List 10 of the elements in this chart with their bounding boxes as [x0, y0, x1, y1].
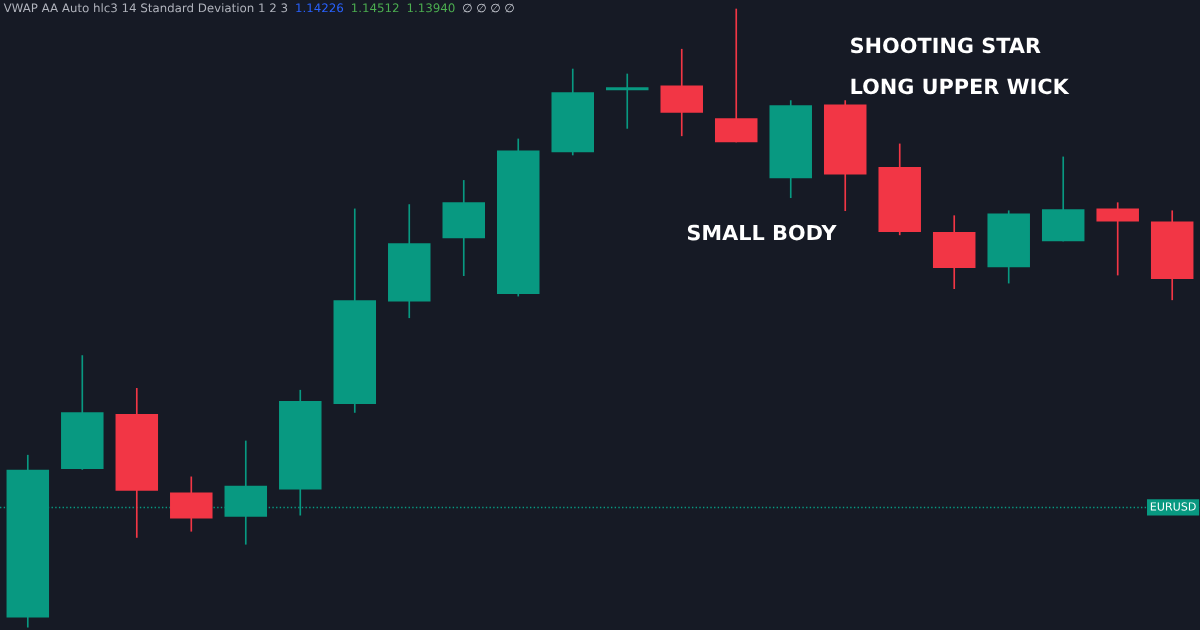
annotation: SHOOTING STAR [851, 37, 1041, 54]
candlestick [605, 72, 649, 130]
annotation: ∅ ∅ ∅ ∅ [463, 3, 514, 13]
annotation: 1.14512 [352, 3, 399, 13]
annotation: 1.13940 [407, 3, 455, 13]
ref-line-label: EURUSD [1150, 502, 1196, 511]
annotation: SMALL BODY [687, 224, 837, 241]
annotation: LONG UPPER WICK [851, 78, 1070, 95]
chart-title: VWAP AA Auto hlc3 14 Standard Deviation 1 2 3 [3, 3, 288, 13]
annotation: 1.14226 [296, 3, 344, 13]
